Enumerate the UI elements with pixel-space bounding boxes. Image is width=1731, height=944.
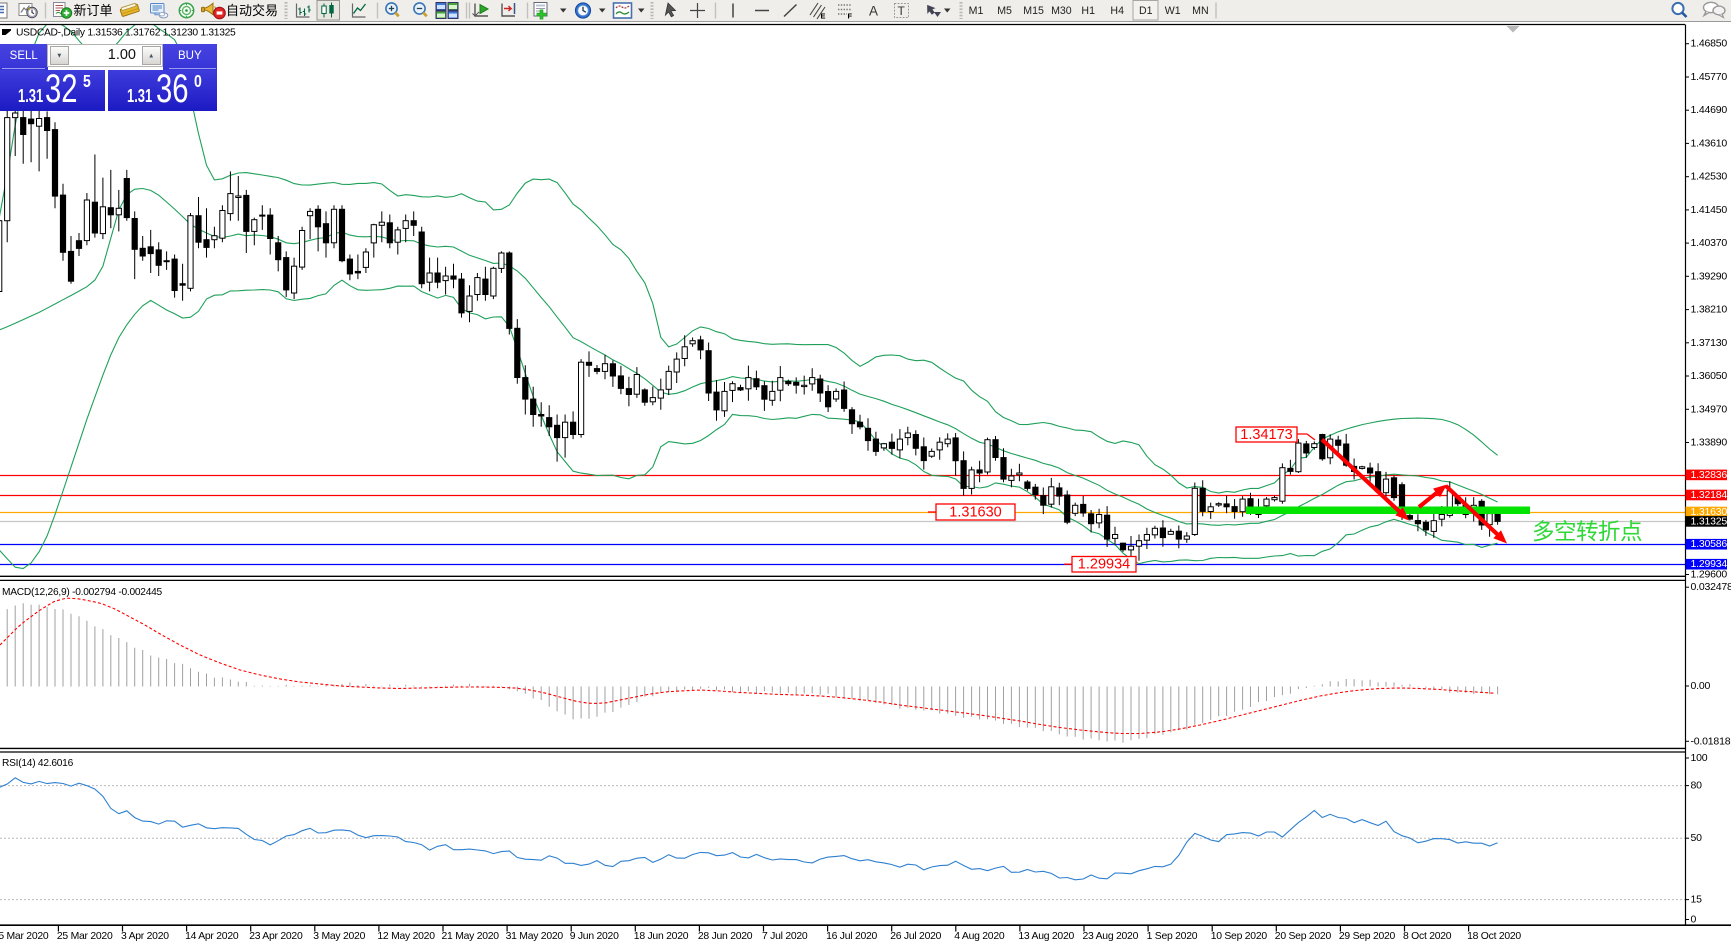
svg-text:12 May 2020: 12 May 2020 [377, 931, 435, 942]
svg-text:H4: H4 [1110, 5, 1124, 17]
svg-text:25 Mar 2020: 25 Mar 2020 [57, 931, 113, 942]
svg-text:13 Aug 2020: 13 Aug 2020 [1018, 931, 1074, 942]
svg-text:1.31325: 1.31325 [1691, 515, 1728, 527]
svg-text:18 Jun 2020: 18 Jun 2020 [634, 931, 689, 942]
svg-text:1.43610: 1.43610 [1691, 137, 1728, 149]
svg-text:RSI(14) 42.6016: RSI(14) 42.6016 [2, 758, 74, 769]
svg-text:1.29600: 1.29600 [1691, 569, 1728, 581]
svg-text:1.36050: 1.36050 [1691, 370, 1728, 382]
svg-text:1.31630: 1.31630 [1691, 506, 1728, 518]
svg-text:A: A [869, 4, 878, 19]
svg-text:4 Aug 2020: 4 Aug 2020 [954, 931, 1005, 942]
svg-text:1.45770: 1.45770 [1691, 71, 1728, 83]
svg-text:D1: D1 [1139, 5, 1153, 17]
svg-text:1.32836: 1.32836 [1691, 469, 1728, 481]
svg-text:20 Sep 2020: 20 Sep 2020 [1275, 931, 1332, 942]
svg-text:1.29934: 1.29934 [1691, 558, 1728, 570]
svg-text:21 May 2020: 21 May 2020 [442, 931, 500, 942]
svg-text:16 Jul 2020: 16 Jul 2020 [826, 931, 877, 942]
svg-text:14 Apr 2020: 14 Apr 2020 [185, 931, 239, 942]
svg-text:1.34970: 1.34970 [1691, 403, 1728, 415]
svg-text:18 Oct 2020: 18 Oct 2020 [1467, 931, 1521, 942]
svg-text:E: E [821, 12, 826, 21]
svg-text:15: 15 [1691, 894, 1703, 906]
svg-text:H1: H1 [1081, 5, 1095, 17]
svg-text:50: 50 [1691, 832, 1703, 844]
svg-text:1.30586: 1.30586 [1691, 538, 1728, 550]
svg-text:1.40370: 1.40370 [1691, 237, 1728, 249]
svg-text:31 May 2020: 31 May 2020 [506, 931, 564, 942]
svg-text:10 Sep 2020: 10 Sep 2020 [1211, 931, 1268, 942]
svg-text:3 May 2020: 3 May 2020 [313, 931, 365, 942]
svg-text:M30: M30 [1051, 5, 1072, 17]
svg-text:M15: M15 [1023, 5, 1044, 17]
svg-text:1.38210: 1.38210 [1691, 304, 1728, 316]
svg-text:3 Apr 2020: 3 Apr 2020 [121, 931, 169, 942]
svg-text:MN: MN [1192, 5, 1208, 17]
svg-text:1 Sep 2020: 1 Sep 2020 [1147, 931, 1198, 942]
svg-text:7 Jul 2020: 7 Jul 2020 [762, 931, 808, 942]
svg-text:29 Sep 2020: 29 Sep 2020 [1339, 931, 1396, 942]
svg-text:1.39290: 1.39290 [1691, 270, 1728, 282]
svg-text:M5: M5 [997, 5, 1012, 17]
svg-text:1.41450: 1.41450 [1691, 204, 1728, 216]
svg-text:多空转折点: 多空转折点 [1532, 520, 1642, 545]
svg-text:0.00: 0.00 [1691, 680, 1711, 692]
svg-text:T: T [898, 4, 906, 18]
svg-text:8 Oct 2020: 8 Oct 2020 [1403, 931, 1452, 942]
svg-text:23 Apr 2020: 23 Apr 2020 [249, 931, 303, 942]
svg-text:0.032478: 0.032478 [1691, 581, 1731, 593]
svg-text:26 Jul 2020: 26 Jul 2020 [890, 931, 941, 942]
svg-text:1.33890: 1.33890 [1691, 437, 1728, 449]
svg-text:1.46850: 1.46850 [1691, 38, 1728, 50]
svg-text:1.29934: 1.29934 [1078, 557, 1130, 573]
svg-text:新订单: 新订单 [74, 3, 113, 18]
svg-text:23 Aug 2020: 23 Aug 2020 [1083, 931, 1139, 942]
svg-text:1.32184: 1.32184 [1691, 489, 1728, 501]
svg-text:F: F [848, 12, 853, 21]
svg-text:MACD(12,26,9) -0.002794 -0.002: MACD(12,26,9) -0.002794 -0.002445 [2, 587, 163, 598]
svg-text:M1: M1 [969, 5, 984, 17]
svg-text:1.31630: 1.31630 [949, 504, 1001, 520]
svg-text:1.44690: 1.44690 [1691, 104, 1728, 116]
svg-text:USDCAD-,Daily 1.31536 1.31762: USDCAD-,Daily 1.31536 1.31762 1.31230 1.… [16, 28, 236, 39]
svg-text:自动交易: 自动交易 [226, 3, 278, 18]
svg-text:1.42530: 1.42530 [1691, 171, 1728, 183]
svg-text:1.34173: 1.34173 [1240, 427, 1292, 443]
svg-text:W1: W1 [1165, 5, 1181, 17]
svg-text:28 Jun 2020: 28 Jun 2020 [698, 931, 753, 942]
svg-text:15 Mar 2020: 15 Mar 2020 [0, 931, 49, 942]
svg-text:100: 100 [1691, 752, 1708, 764]
svg-text:9 Jun 2020: 9 Jun 2020 [570, 931, 619, 942]
svg-text:80: 80 [1691, 780, 1703, 792]
svg-text:1.37130: 1.37130 [1691, 337, 1728, 349]
svg-text:0: 0 [1691, 914, 1697, 926]
svg-text:-0.018182: -0.018182 [1691, 735, 1731, 747]
